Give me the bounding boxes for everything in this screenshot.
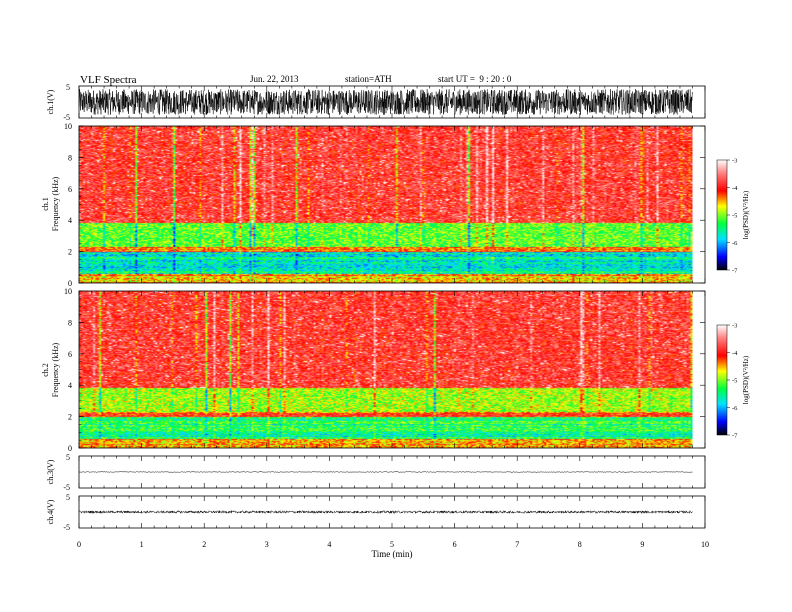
ch1-waveform-panel: 5 -5 ch.1(V) [46,83,706,122]
colorbar-tick-label: -7 [732,268,738,275]
ch3-x-ticks [78,456,706,488]
x-tick-label: 0 [77,540,81,549]
x-axis-label: Time (min) [372,549,413,559]
y-tick-label: 4 [68,381,72,390]
y-tick-label: 10 [64,287,72,296]
ch1-spectrogram-ylabel-channel: ch.1 [41,197,50,211]
y-tick-label: 6 [68,350,72,359]
ch2-spectrogram-image [79,291,693,448]
y-tick-label: 10 [64,122,72,131]
x-tick-labels: 0 1 2 3 4 5 6 7 8 9 10 [77,540,709,549]
x-tick-label: 5 [390,540,394,549]
x-tick-label: 7 [515,540,519,549]
ch4-waveform-trace [78,509,693,515]
y-tick-label: 6 [68,185,72,194]
ch3-waveform-panel: 5 -5 ch.3(V) [46,453,706,492]
ch4-waveform-panel: 5 -5 ch.4(V) [46,493,706,532]
ch1-waveform-ylabel: ch.1(V) [46,89,55,114]
start-time-label: start UT = 9 : 20 : 0 [438,74,512,84]
colorbar-tick-label: -5 [732,213,737,220]
ch3-ytick-bottom: -5 [63,483,70,492]
ch1-x-ticks [78,86,706,118]
x-tick-label: 1 [140,540,144,549]
date-label: Jun. 22, 2013 [250,74,299,84]
ch1-ytick-bottom: -5 [63,113,70,122]
colorbar-tick-label: -6 [732,240,738,247]
ch4-ytick-bottom: -5 [63,523,70,532]
ch3-waveform-trace [78,471,693,473]
colorbar-tick-label: -4 [732,185,738,192]
y-tick-label: 4 [68,216,72,225]
ch1-colorbar-label: log(PSD)(V²/Hz) [742,190,750,239]
y-tick-label: 0 [68,444,72,453]
colorbar-tick-label: -7 [732,433,738,440]
ch2-colorbar [716,324,728,436]
ch1-colorbar-ticks: -3 -4 -5 -6 -7 [727,158,738,275]
y-tick-label: 2 [68,413,72,422]
ch2-colorbar-label: log(PSD)(V²/Hz) [742,355,750,404]
x-tick-label: 4 [327,540,331,549]
ch1-ytick-top: 5 [66,83,70,92]
y-tick-label: 2 [68,248,72,257]
y-tick-label: 0 [68,279,72,288]
ch1-waveform-trace [78,89,693,116]
station-label: station=ATH [345,74,392,84]
colorbar-tick-label: -3 [732,323,737,330]
ch2-spectrogram-x-ticks [78,291,706,448]
ch4-x-ticks [78,496,706,528]
x-tick-label: 6 [453,540,457,549]
colorbar-tick-label: -4 [732,350,738,357]
figure-title: VLF Spectra [80,74,137,86]
colorbar-tick-label: -6 [732,405,738,412]
ch4-ytick-top: 5 [66,493,70,502]
ch2-spectrogram-y-ticks: 0 2 4 6 8 10 [64,287,705,453]
x-tick-label: 2 [202,540,206,549]
y-tick-label: 8 [68,318,72,327]
ch3-ytick-top: 5 [66,453,70,462]
ch2-colorbar-ticks: -3 -4 -5 -6 -7 [727,323,738,440]
x-tick-label: 8 [578,540,582,549]
ch2-spectrogram-ylabel-frequency: Frequency (kHz) [51,342,60,397]
ch1-colorbar [716,159,728,271]
ch1-spectrogram-ylabel-frequency: Frequency (kHz) [51,176,60,231]
ch2-spectrogram-ylabel-channel: ch.2 [41,363,50,377]
x-tick-label: 3 [265,540,269,549]
x-tick-label: 9 [640,540,644,549]
x-tick-label: 10 [701,540,709,549]
colorbar-tick-label: -3 [732,158,737,165]
ch1-spectrogram-image [79,126,693,283]
ch1-spectrogram-y-ticks: 0 2 4 6 8 10 [64,122,705,288]
ch3-waveform-ylabel: ch.3(V) [46,459,55,484]
ch4-waveform-ylabel: ch.4(V) [46,499,55,524]
y-tick-label: 8 [68,153,72,162]
colorbar-tick-label: -5 [732,378,737,385]
ch1-spectrogram-x-ticks [78,126,706,283]
